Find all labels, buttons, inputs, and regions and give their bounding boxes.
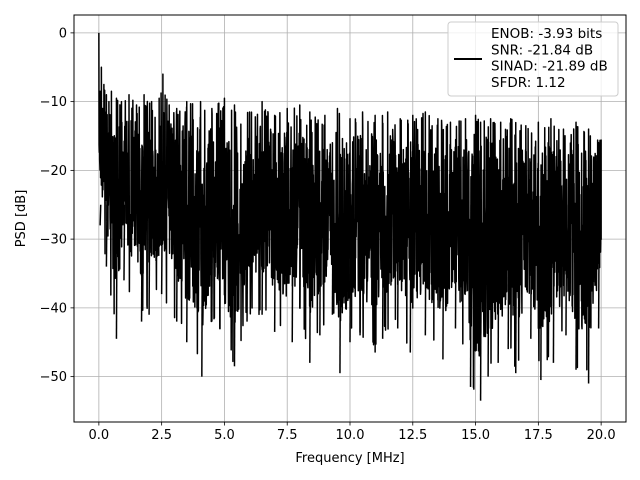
psd-dip <box>331 204 334 315</box>
psd-series-line <box>98 32 602 390</box>
x-tick-label: 7.5 <box>277 428 298 443</box>
psd-dip <box>160 204 163 295</box>
psd-dip <box>442 204 445 360</box>
psd-dip <box>339 204 342 374</box>
psd-dip <box>530 204 533 339</box>
psd-dip <box>246 204 249 322</box>
x-tick-label: 12.5 <box>398 428 427 443</box>
psd-dip <box>291 204 294 343</box>
psd-dip <box>552 204 555 363</box>
psd-dip <box>424 204 427 336</box>
y-tick-label: −10 <box>40 95 67 110</box>
psd-dip <box>123 204 126 281</box>
psd-dip <box>381 204 384 339</box>
psd-dip <box>261 204 264 315</box>
psd-dip <box>597 204 600 329</box>
psd-dip <box>409 204 412 353</box>
x-tick-label: 2.5 <box>151 428 172 443</box>
psd-dip <box>540 204 543 381</box>
psd-dip <box>349 204 352 343</box>
psd-dip <box>233 204 236 367</box>
x-tick-label: 15.0 <box>461 428 490 443</box>
psd-dip <box>299 204 302 308</box>
x-tick-label: 0.0 <box>89 428 110 443</box>
legend-line: ENOB: -3.93 bits <box>491 26 602 42</box>
psd-dip <box>479 204 482 401</box>
y-axis-label: PSD [dB] <box>14 190 29 248</box>
psd-dip <box>140 204 143 322</box>
y-tick-label: 0 <box>59 26 67 41</box>
psd-dip <box>319 204 322 336</box>
x-tick-label: 20.0 <box>587 428 616 443</box>
psd-dip <box>175 204 179 322</box>
y-tick-label: −50 <box>40 370 67 385</box>
axis-ticks: 0.0 2.5 5.0 7.5 10.0 12.5 15.0 17.5 20.0 0 −10 −20 −… <box>40 26 616 443</box>
psd-dip <box>396 204 400 329</box>
psd-dip <box>273 204 277 332</box>
psd-dip <box>469 204 472 387</box>
psd-dip <box>105 204 108 267</box>
psd-dip <box>186 204 189 343</box>
psd-dip <box>148 204 151 315</box>
y-tick-label: −40 <box>40 301 67 316</box>
legend: ENOB: -3.93 bits SNR: -21.84 dB SINAD: -21… <box>447 21 619 97</box>
psd-dip <box>487 204 490 377</box>
psd-dip <box>115 204 118 339</box>
x-tick-label: 5.0 <box>214 428 235 443</box>
psd-dip <box>309 204 312 363</box>
psd-dip <box>454 204 457 329</box>
psd-dip <box>359 204 362 336</box>
psd-dip <box>515 204 518 374</box>
psd-dip <box>575 204 578 370</box>
psd-dip <box>587 204 590 384</box>
legend-line: SNR: -21.84 dB <box>491 42 593 58</box>
psd-dip <box>211 204 214 322</box>
x-tick-label: 17.5 <box>524 428 553 443</box>
psd-dip <box>507 204 510 350</box>
psd-dip <box>99 204 102 226</box>
psd-dip <box>565 204 568 336</box>
x-tick-label: 10.0 <box>336 428 365 443</box>
psd-trace <box>98 32 602 401</box>
legend-entry-label: ENOB: -3.93 bits SNR: -21.84 dB SINAD: -21… <box>491 26 608 91</box>
psd-dip <box>374 204 377 353</box>
psd-dip <box>497 204 500 363</box>
legend-line: SFDR: 1.12 <box>491 75 566 91</box>
legend-box <box>447 21 619 97</box>
legend-line: SINAD: -21.89 dB <box>491 59 608 75</box>
y-tick-label: −30 <box>40 233 67 248</box>
x-axis-label: Frequency [MHz] <box>295 451 404 466</box>
y-tick-label: −20 <box>40 164 67 179</box>
psd-dip <box>201 204 204 377</box>
